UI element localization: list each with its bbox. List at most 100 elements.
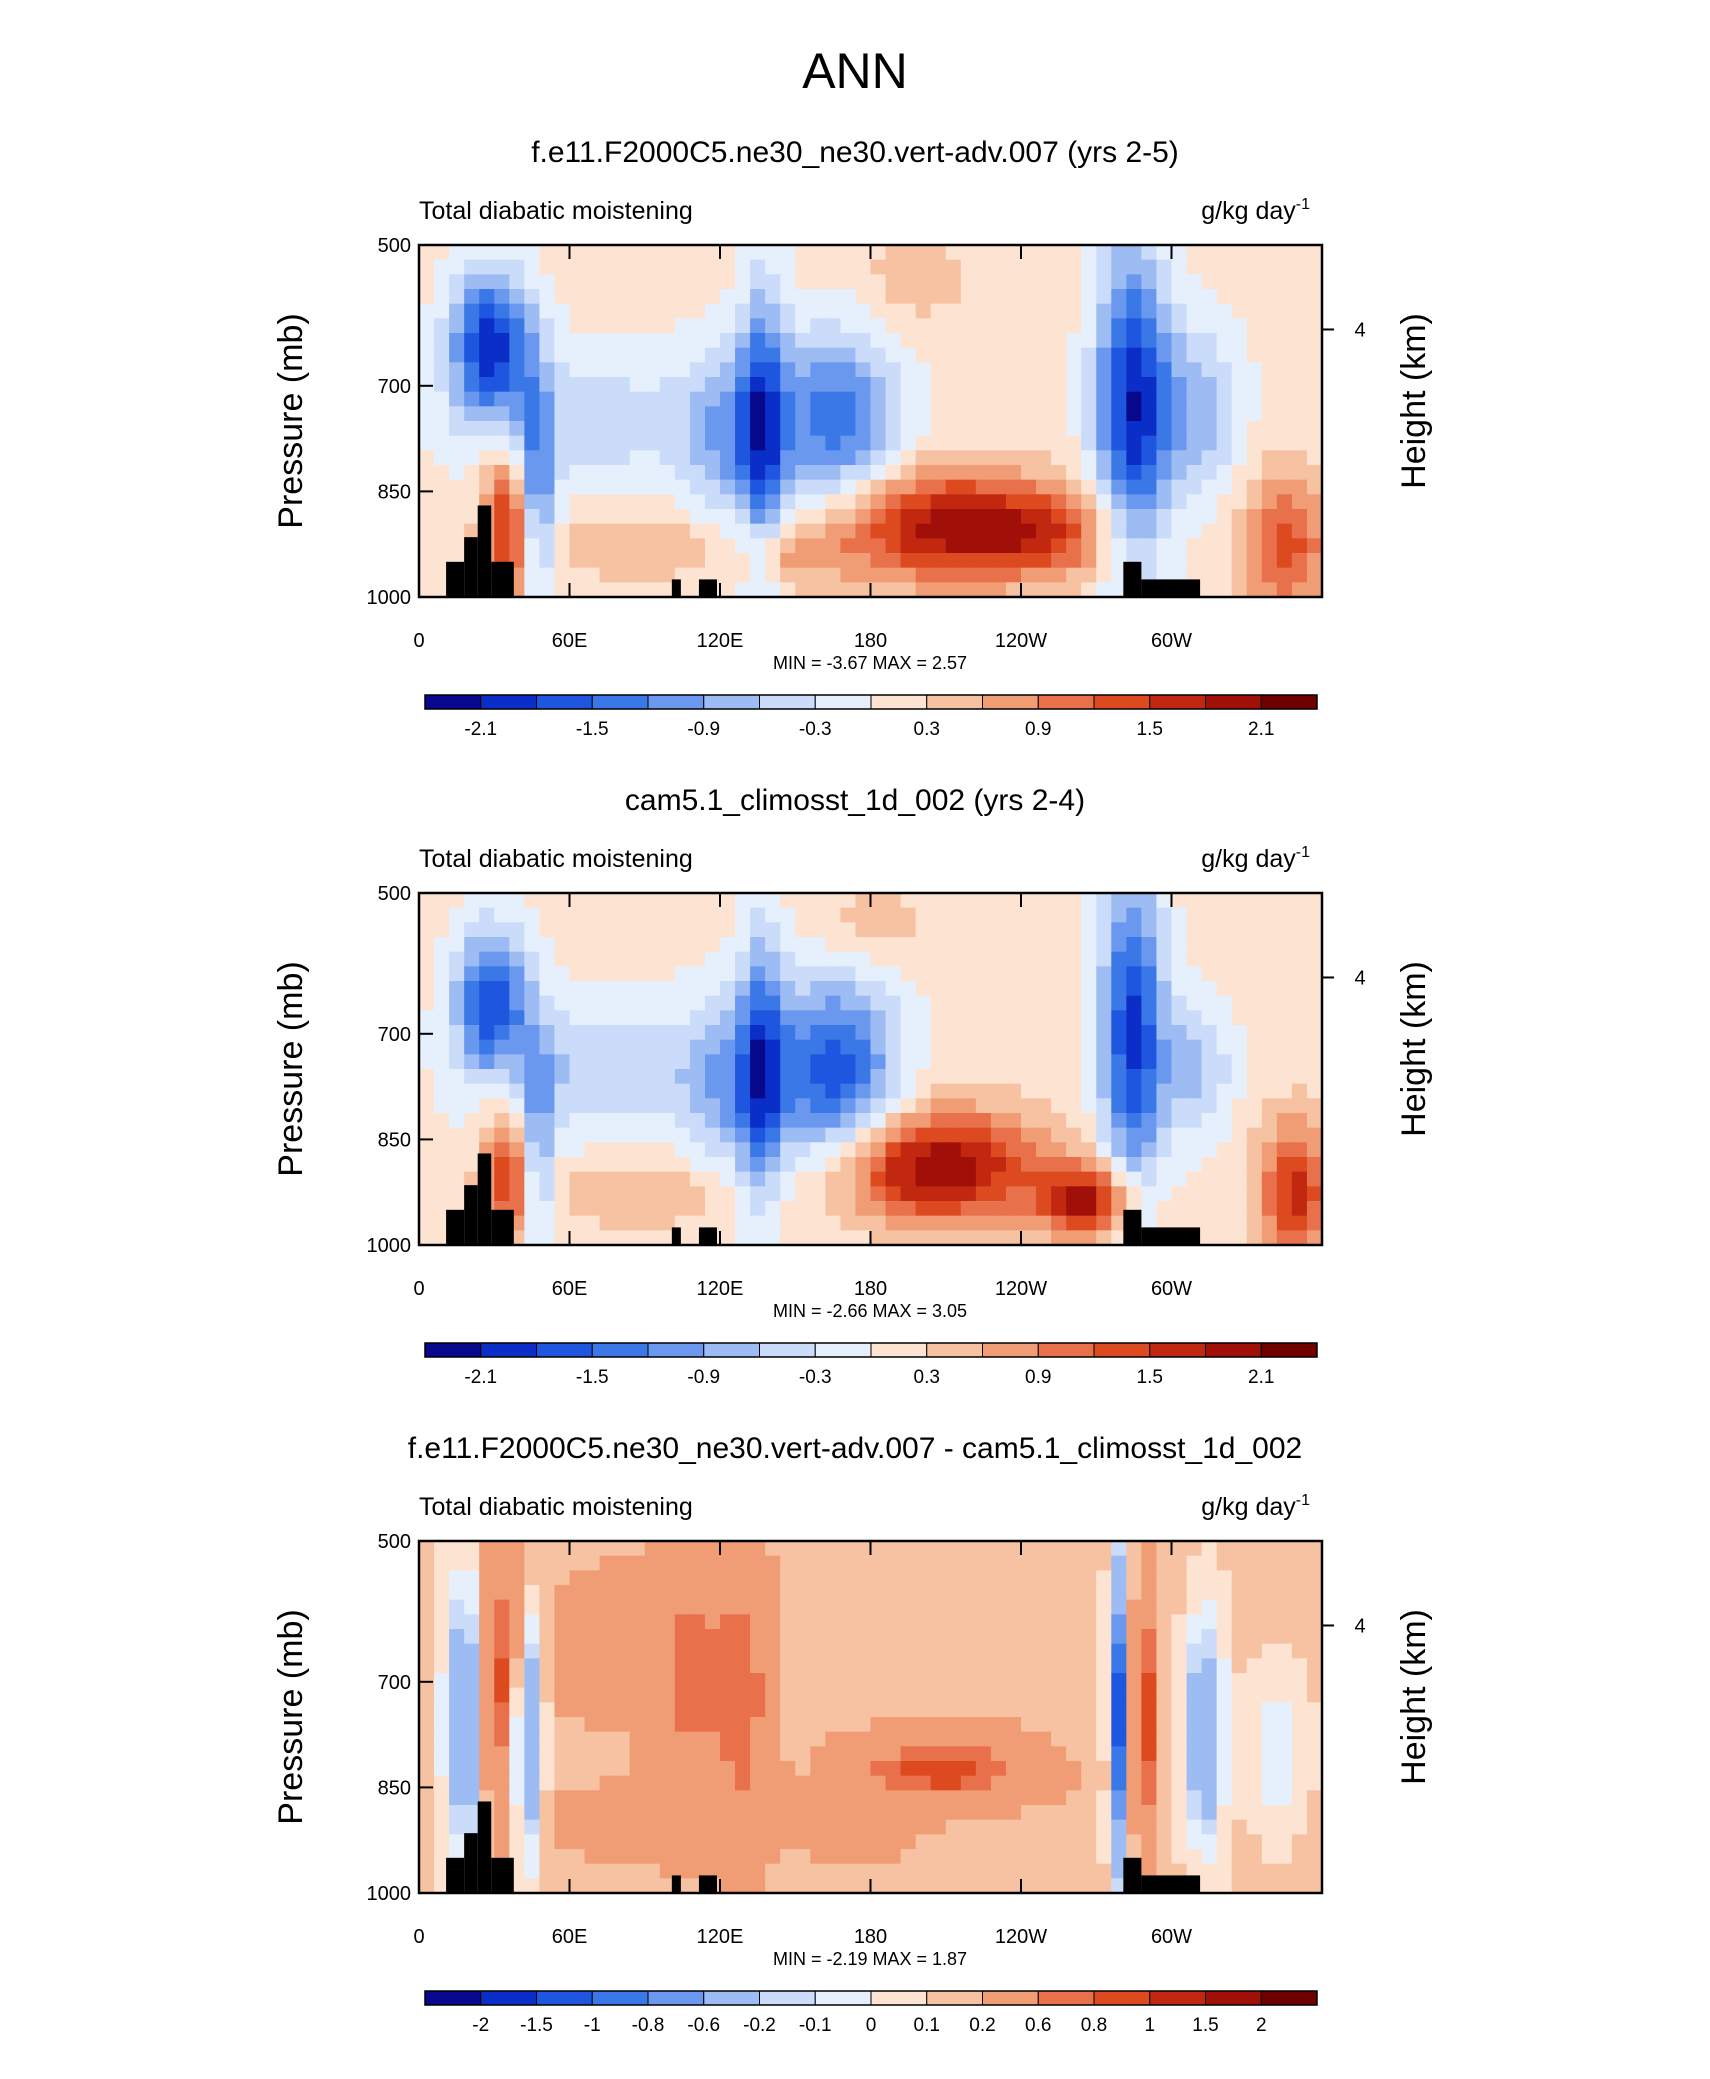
contour-cell: [1051, 494, 1067, 510]
contour-cell: [990, 1142, 1007, 1158]
contour-cell: [1216, 907, 1233, 923]
contour-cell: [1141, 966, 1158, 982]
contour-cell: [1036, 494, 1052, 510]
contour-cell: [990, 1201, 1007, 1217]
contour-cell: [494, 406, 510, 422]
contour-cell: [434, 1142, 450, 1158]
contour-cell: [885, 1878, 902, 1894]
contour-cell: [1276, 1025, 1293, 1041]
contour-cell: [599, 567, 616, 583]
contour-cell: [434, 1687, 450, 1703]
contour-cell: [704, 391, 721, 407]
contour-cell: [735, 465, 751, 481]
contour-cell: [900, 421, 917, 437]
contour-cell: [524, 1054, 540, 1070]
contour-cell: [674, 1127, 691, 1143]
contour-cell: [1261, 1614, 1278, 1630]
contour-cell: [419, 1614, 435, 1630]
contour-cell: [780, 1614, 796, 1630]
contour-cell: [449, 1614, 465, 1630]
contour-cell: [1276, 1113, 1293, 1129]
contour-cell: [1231, 1819, 1248, 1835]
contour-cell: [945, 1775, 962, 1791]
contour-cell: [509, 1643, 525, 1659]
contour-cell: [509, 1746, 525, 1762]
contour-cell: [629, 1541, 646, 1557]
contour-cell: [1276, 1863, 1293, 1879]
contour-cell: [1021, 347, 1037, 363]
contour-cell: [509, 289, 525, 305]
contour-cell: [689, 1731, 706, 1747]
contour-cell: [1201, 907, 1218, 923]
contour-cell: [1141, 1127, 1158, 1143]
contour-cell: [960, 995, 977, 1011]
contour-cell: [900, 391, 917, 407]
contour-cell: [689, 1643, 706, 1659]
contour-cell: [1156, 1702, 1173, 1718]
contour-cell: [1005, 907, 1022, 923]
contour-cell: [1111, 553, 1127, 569]
contour-cell: [674, 303, 691, 319]
contour-cell: [915, 509, 932, 525]
contour-cell: [1126, 1570, 1142, 1586]
contour-cell: [1291, 1054, 1308, 1070]
contour-cell: [674, 966, 691, 982]
contour-cell: [554, 421, 571, 437]
contour-cell: [915, 937, 932, 953]
contour-cell: [840, 966, 857, 982]
contour-cell: [1005, 274, 1022, 290]
contour-cell: [780, 907, 796, 923]
contour-cell: [614, 553, 631, 569]
contour-cell: [539, 1805, 556, 1821]
contour-cell: [1261, 937, 1278, 953]
contour-cell: [1201, 1054, 1218, 1070]
colorbar-swatch: [1149, 1342, 1206, 1358]
contour-cell: [434, 1069, 450, 1085]
contour-cell: [1216, 318, 1233, 334]
contour-cell: [704, 1570, 721, 1586]
contour-cell: [1156, 1834, 1173, 1850]
contour-cell: [1201, 1541, 1218, 1557]
contour-cell: [629, 1775, 646, 1791]
contour-cell: [614, 1127, 631, 1143]
contour-cell: [960, 1673, 977, 1689]
contour-cell: [945, 1201, 962, 1217]
contour-cell: [1081, 245, 1097, 261]
contour-cell: [1201, 1731, 1218, 1747]
contour-cell: [1231, 1687, 1248, 1703]
contour-cell: [1306, 1113, 1323, 1129]
contour-cell: [599, 1761, 616, 1777]
contour-cell: [659, 1746, 676, 1762]
contour-cell: [915, 567, 932, 583]
contour-cell: [1036, 1599, 1052, 1615]
contour-cell: [1051, 1585, 1067, 1601]
contour-cell: [1156, 1215, 1173, 1231]
contour-cell: [479, 995, 495, 1011]
contour-cell: [1306, 391, 1323, 407]
contour-cell: [1186, 1746, 1203, 1762]
contour-cell: [810, 1775, 826, 1791]
contour-cell: [479, 1069, 495, 1085]
contour-cell: [930, 1775, 947, 1791]
colorbar-label: -1: [584, 2015, 601, 2036]
contour-cell: [750, 1761, 766, 1777]
contour-cell: [449, 318, 465, 334]
contour-cell: [1141, 1629, 1158, 1645]
contour-cell: [765, 421, 781, 437]
contour-cell: [464, 391, 480, 407]
contour-cell: [584, 1541, 601, 1557]
contour-cell: [1066, 1142, 1082, 1158]
contour-cell: [735, 1570, 751, 1586]
contour-cell: [539, 435, 556, 451]
contour-cell: [750, 1643, 766, 1659]
contour-cell: [524, 1585, 540, 1601]
contour-cell: [1306, 1201, 1323, 1217]
contour-cell: [629, 1083, 646, 1099]
contour-cell: [1216, 406, 1233, 422]
contour-cell: [975, 421, 992, 437]
contour-cell: [930, 523, 947, 539]
contour-cell: [855, 1570, 872, 1586]
contour-cell: [569, 1098, 586, 1114]
contour-cell: [614, 509, 631, 525]
contour-cell: [509, 391, 525, 407]
